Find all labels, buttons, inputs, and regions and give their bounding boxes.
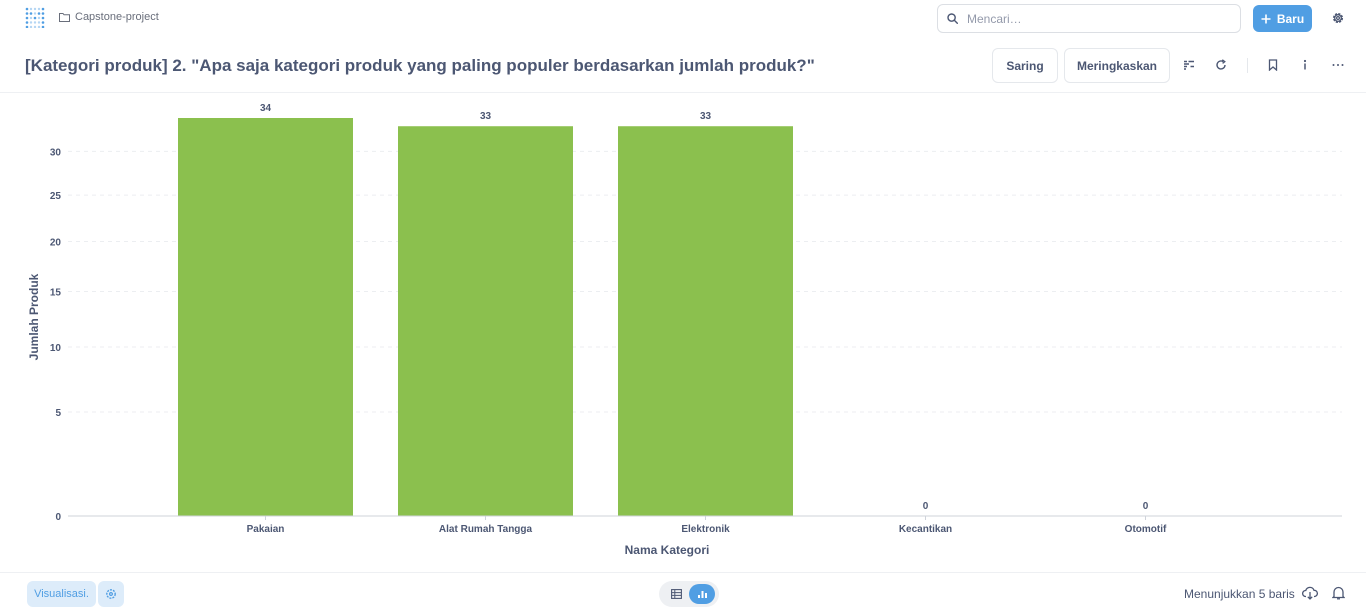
search-box[interactable] [937, 4, 1241, 33]
bar-chart: 0 5 10 15 20 25 30 34 33 33 0 0 Pakaian Alat Rumah … [27, 103, 1342, 557]
x-tick-label: Otomotif [1125, 524, 1167, 535]
y-tick-label: 10 [50, 343, 62, 354]
header-divider [1247, 58, 1248, 73]
row-count: Menunjukkan 5 baris [1184, 587, 1295, 601]
search-icon [947, 13, 958, 24]
chart-data-labels: 34 33 33 0 0 [260, 103, 1149, 512]
bar-alat-rumah-tangga[interactable] [398, 126, 573, 516]
x-tick-label: Kecantikan [899, 524, 952, 535]
more-options-icon[interactable] [1332, 59, 1344, 71]
chart-settings-button[interactable] [98, 581, 124, 607]
bar-chart-icon [697, 591, 707, 598]
data-label: 0 [1143, 501, 1149, 512]
chart-bars [178, 118, 793, 516]
data-label: 34 [260, 103, 272, 114]
y-axis-ticks: 0 5 10 15 20 25 30 [50, 147, 62, 523]
y-tick-label: 5 [55, 408, 61, 419]
table-view-toggle[interactable] [663, 584, 689, 604]
y-tick-label: 20 [50, 237, 62, 248]
breadcrumb[interactable]: Capstone-project [59, 11, 159, 23]
y-axis-label: Jumlah Produk [27, 273, 41, 360]
page-title[interactable]: [Kategori produk] 2. "Apa saja kategori … [25, 56, 815, 75]
x-axis-label: Nama Kategori [625, 543, 710, 557]
gear-icon [106, 589, 116, 599]
y-tick-label: 0 [55, 512, 61, 523]
bell-icon[interactable] [1332, 586, 1345, 600]
notebook-editor-icon[interactable] [1183, 59, 1195, 71]
chart-view-toggle[interactable] [689, 584, 715, 604]
x-tick-label: Alat Rumah Tangga [439, 524, 533, 535]
question-header: [Kategori produk] 2. "Apa saja kategori … [0, 37, 1366, 93]
footer-bar: Visualisasi. Menunjukkan 5 baris [0, 572, 1366, 611]
table-icon [670, 589, 682, 599]
settings-gear-icon[interactable] [1331, 11, 1345, 25]
bar-elektronik[interactable] [618, 126, 793, 516]
visualization-button[interactable]: Visualisasi. [27, 581, 96, 607]
y-tick-label: 15 [50, 288, 62, 299]
plus-icon [1261, 14, 1271, 23]
download-icon[interactable] [1302, 586, 1318, 600]
x-tick-label: Elektronik [681, 524, 730, 535]
info-icon[interactable] [1299, 59, 1311, 71]
bookmark-icon[interactable] [1267, 59, 1279, 71]
folder-icon [59, 13, 70, 22]
y-tick-label: 25 [50, 191, 62, 202]
x-axis-ticks: Pakaian Alat Rumah Tangga Elektronik Kecant… [247, 516, 1167, 535]
summarize-button[interactable]: Meringkaskan [1064, 48, 1170, 83]
data-label: 0 [923, 501, 929, 512]
view-toggle[interactable] [659, 581, 719, 607]
search-input[interactable] [967, 11, 1227, 26]
y-tick-label: 30 [50, 147, 62, 158]
bar-pakaian[interactable] [178, 118, 353, 516]
new-button-label: Baru [1276, 11, 1305, 26]
breadcrumb-collection[interactable]: Capstone-project [75, 11, 159, 23]
new-button[interactable]: Baru [1253, 5, 1312, 32]
data-label: 33 [700, 111, 712, 122]
filter-button[interactable]: Saring [992, 48, 1058, 83]
metabase-logo-icon[interactable] [25, 6, 45, 28]
data-label: 33 [480, 111, 492, 122]
top-navbar: Capstone-project Baru [0, 0, 1366, 37]
refresh-icon[interactable] [1215, 59, 1227, 71]
x-tick-label: Pakaian [247, 524, 285, 535]
